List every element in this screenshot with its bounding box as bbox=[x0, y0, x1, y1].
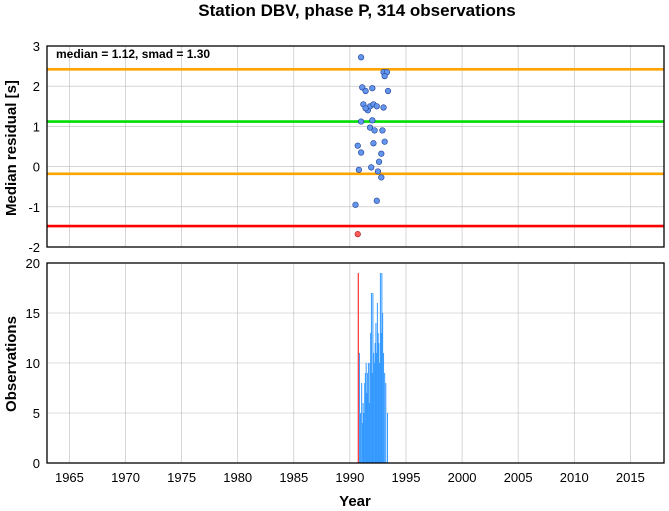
residual-point bbox=[370, 140, 377, 147]
residual-point bbox=[373, 197, 380, 204]
observation-bars bbox=[357, 273, 388, 463]
bottom-plot-frame bbox=[46, 262, 665, 464]
residual-point bbox=[381, 138, 388, 145]
residual-point bbox=[374, 168, 382, 175]
x-tick-label: 1995 bbox=[392, 470, 421, 485]
residual-point bbox=[369, 117, 376, 124]
x-tick-label: 2015 bbox=[616, 470, 645, 485]
residual-point bbox=[381, 73, 388, 80]
residual-point bbox=[371, 127, 378, 134]
residual-point bbox=[366, 124, 374, 131]
residual-point bbox=[379, 127, 386, 134]
residual-point bbox=[358, 149, 365, 156]
stats-annotation: median = 1.12, smad = 1.30 bbox=[56, 47, 210, 61]
top-y-tick-label: -1 bbox=[28, 200, 40, 215]
top-y-axis-label: Median residual [s] bbox=[3, 80, 20, 216]
x-axis-label: Year bbox=[339, 493, 371, 510]
x-tick-label: 2000 bbox=[448, 470, 477, 485]
bottom-y-tick-label: 0 bbox=[33, 456, 40, 471]
residual-point bbox=[362, 87, 369, 95]
chart-title: Station DBV, phase P, 314 observations bbox=[198, 1, 515, 20]
bottom-y-tick-label: 5 bbox=[33, 406, 40, 421]
residual-point bbox=[368, 164, 375, 171]
residual-point bbox=[384, 87, 392, 95]
x-tick-label: 2010 bbox=[560, 470, 589, 485]
bottom-grid bbox=[47, 262, 664, 464]
top-y-tick-label: 1 bbox=[33, 119, 40, 134]
top-y-tick-label: 2 bbox=[33, 79, 40, 94]
residual-point bbox=[373, 103, 380, 110]
residual-point bbox=[375, 158, 383, 165]
residual-point bbox=[378, 174, 385, 181]
reference-lines bbox=[47, 68, 664, 228]
x-tick-label: 1965 bbox=[55, 470, 84, 485]
top-y-tick-label: -2 bbox=[28, 240, 40, 255]
residual-point bbox=[378, 150, 385, 157]
residual-points bbox=[352, 54, 392, 238]
x-tick-label: 1985 bbox=[279, 470, 308, 485]
x-tick-label: 1980 bbox=[223, 470, 252, 485]
residual-point bbox=[380, 104, 387, 111]
residual-point bbox=[352, 201, 359, 208]
x-tick-label: 1990 bbox=[335, 470, 364, 485]
top-y-tick-label: 3 bbox=[33, 39, 40, 54]
x-tick-label: 1975 bbox=[167, 470, 196, 485]
bottom-y-tick-label: 15 bbox=[26, 306, 40, 321]
top-y-tick-label: 0 bbox=[33, 160, 40, 175]
bottom-y-tick-label: 20 bbox=[26, 256, 40, 271]
x-tick-label: 1970 bbox=[111, 470, 140, 485]
x-tick-label: 2005 bbox=[504, 470, 533, 485]
bottom-y-axis-label: Observations bbox=[3, 316, 20, 412]
top-y-tick-labels: 3 2 1 0 -1 -2 bbox=[28, 39, 40, 255]
residual-point bbox=[358, 118, 365, 125]
residual-point bbox=[358, 54, 365, 61]
bottom-y-tick-labels: 0 5 10 15 20 bbox=[26, 256, 40, 471]
x-tick-labels: 1965 1970 1975 1980 1985 1990 1995 2000 2005 2010… bbox=[55, 470, 645, 485]
residual-point bbox=[362, 105, 369, 112]
top-plot-frame bbox=[46, 45, 665, 248]
outlier-point bbox=[354, 231, 361, 238]
bottom-y-tick-label: 10 bbox=[26, 356, 40, 371]
residual-point bbox=[354, 142, 361, 149]
residual-point bbox=[369, 85, 376, 92]
residual-point bbox=[355, 166, 362, 173]
